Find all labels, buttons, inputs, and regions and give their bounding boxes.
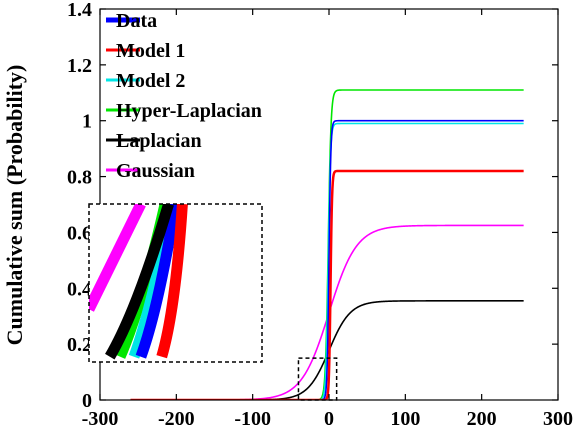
- inset-frame: [88, 203, 263, 363]
- legend-label: Data: [116, 10, 157, 32]
- x-tick-label: 300: [543, 408, 573, 430]
- y-tick-label: 1: [82, 111, 92, 133]
- x-tick-label: 100: [390, 408, 420, 430]
- legend: Data Model 1 Model 2 Hyper-Laplacian Laplaci…: [106, 10, 262, 182]
- inset-series-data: [135, 204, 181, 359]
- series-model-1: [130, 169, 524, 400]
- y-tick-label: 0.6: [67, 222, 92, 244]
- x-tick-label: -200: [158, 408, 195, 430]
- zoom-region-box: [297, 357, 338, 401]
- x-tick-label: 0: [324, 408, 334, 430]
- series-data: [130, 119, 524, 400]
- legend-label: Gaussian: [116, 160, 195, 182]
- legend-label: Model 2: [116, 70, 185, 92]
- x-tick-label: 200: [467, 408, 497, 430]
- inset-curves: [89, 204, 188, 360]
- inset-series-model-1: [156, 204, 188, 359]
- y-tick-label: 0.8: [67, 167, 92, 189]
- inset-series-laplacian: [105, 204, 174, 360]
- inset-series-gaussian: [89, 204, 146, 312]
- y-tick-label: 1.2: [67, 55, 92, 77]
- y-tick-label: 0: [82, 390, 92, 412]
- legend-label: Model 1: [116, 40, 185, 62]
- x-tick-label: -300: [82, 408, 119, 430]
- y-axis-label: Cumulative sum (Probability): [2, 65, 27, 346]
- legend-label: Hyper-Laplacian: [116, 100, 262, 122]
- series-model-2: [130, 122, 524, 400]
- ticks: -300 -200 -100 0 100 200 300 0 0.2 0.4 0.6 0.8 1 1.2 1…: [67, 0, 573, 430]
- y-tick-label: 1.4: [67, 0, 92, 21]
- legend-label: Laplacian: [116, 130, 202, 152]
- y-tick-label: 0.2: [67, 334, 92, 356]
- x-tick-label: -100: [234, 408, 271, 430]
- plot-area: [130, 89, 524, 400]
- y-tick-label: 0.4: [67, 278, 92, 300]
- zoom-inset: [88, 203, 338, 401]
